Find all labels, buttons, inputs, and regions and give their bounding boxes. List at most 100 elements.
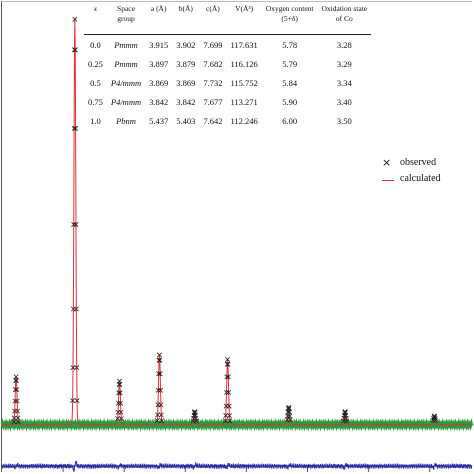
- observed-point: [223, 413, 229, 419]
- table-header-cell: V(Å³): [235, 4, 254, 13]
- table-cell: 7.682: [203, 58, 223, 69]
- observed-point: [158, 387, 164, 393]
- table-body: 0.0 Pmmm 3.915 3.902 7.699 117.631 5.78 3.28 0.2…: [84, 35, 371, 131]
- observed-point: [226, 389, 232, 395]
- table-cell: 5.78: [282, 39, 298, 50]
- observed-point: [156, 352, 162, 358]
- table-cell: P4/mmm: [110, 96, 142, 107]
- table-cell: 0.75: [88, 96, 103, 107]
- table-cell: 3.915: [149, 39, 169, 50]
- observed-point: [157, 357, 163, 363]
- table-cell: 3.28: [336, 39, 352, 50]
- table-cell: 117.631: [230, 39, 258, 50]
- table-cell: 116.126: [230, 58, 258, 69]
- observed-point: [118, 400, 124, 406]
- observed-point: [155, 412, 161, 418]
- table-header-cell: Space group: [117, 4, 135, 23]
- table-cell: 115.752: [230, 77, 258, 88]
- table-cell: 3.29: [336, 58, 352, 69]
- observed-point: [116, 390, 122, 396]
- calculated-line-icon: [382, 180, 394, 181]
- table-cell: 3.869: [149, 77, 169, 88]
- observed-point: [225, 356, 231, 362]
- observed-point: [13, 377, 19, 383]
- observed-point: [73, 125, 79, 131]
- observed-point: [11, 419, 17, 425]
- observed-point: [433, 417, 438, 423]
- table-row: 0.25 Pmmm 3.897 3.879 7.682 116.126 5.79 3.29: [84, 54, 371, 73]
- table-cell: 7.642: [203, 115, 223, 126]
- observed-point: [224, 361, 230, 367]
- table-cell: 5.84: [282, 77, 298, 88]
- table-cell: 0.25: [88, 58, 103, 69]
- observed-point: [157, 371, 163, 377]
- table-cell: 3.50: [336, 115, 352, 126]
- observed-point: [15, 419, 21, 425]
- table-cell: 3.842: [149, 96, 169, 107]
- observed-point: [286, 409, 292, 415]
- observed-point: [286, 404, 292, 410]
- table-cell: 5.403: [176, 115, 196, 126]
- table-row: 0.5 P4/mmm 3.869 3.869 7.732 115.752 5.84 3.34: [84, 73, 371, 92]
- observed-point: [225, 374, 231, 380]
- observed-point: [74, 365, 80, 371]
- observed-point: [117, 390, 123, 396]
- observed-point: [73, 306, 79, 312]
- observed-point: [344, 418, 350, 424]
- observed-point: [15, 408, 21, 414]
- legend-observed-label: observed: [400, 157, 437, 168]
- observed-point: [12, 398, 18, 404]
- observed-point: [71, 222, 77, 227]
- table-cell: Pmmm: [114, 39, 138, 50]
- observed-points: [11, 16, 438, 425]
- calculated-curve: [2, 19, 472, 426]
- observed-point: [70, 398, 76, 404]
- observed-point: [285, 406, 291, 412]
- observed-point: [15, 415, 21, 421]
- background-fit-band: [0, 417, 474, 432]
- observed-point: [115, 416, 121, 422]
- table-cell: 3.897: [149, 58, 169, 69]
- table-cell: 7.699: [203, 39, 223, 50]
- table-cell: Pmmm: [114, 58, 138, 69]
- table-cell: 6.00: [282, 115, 298, 126]
- table-header-cell: Oxidation state of Co: [321, 4, 368, 23]
- table-row: 0.0 Pmmm 3.915 3.902 7.699 117.631 5.78 3.28: [84, 35, 371, 55]
- table-cell: 3.902: [176, 39, 196, 50]
- observed-point: [285, 413, 291, 419]
- observed-point: [118, 409, 124, 415]
- observed-point: [193, 418, 199, 424]
- observed-point: [71, 125, 77, 131]
- observed-point: [154, 418, 160, 424]
- table-cell: 3.34: [336, 77, 352, 88]
- table-cell: 0.5: [90, 77, 101, 88]
- observed-point: [156, 357, 162, 363]
- observed-point: [159, 418, 165, 424]
- table-cell: 7.677: [203, 96, 223, 107]
- observed-point: [158, 412, 164, 418]
- observed-point: [12, 387, 18, 393]
- table-header-cell: c(Å): [206, 4, 220, 13]
- observed-point: [117, 381, 123, 387]
- table-cell: 3.842: [176, 96, 196, 107]
- observed-point: [118, 416, 124, 422]
- table-row: 1.0 Pbnm 5.437 5.403 7.642 112.246 6.00 3.50: [84, 111, 371, 130]
- table-cell: 0.0: [90, 39, 101, 50]
- observed-point: [71, 47, 77, 53]
- observed-point: [155, 387, 161, 393]
- observed-point: [11, 415, 17, 421]
- observed-point: [224, 374, 230, 380]
- table-cell: 112.246: [230, 115, 258, 126]
- observed-point: [72, 16, 78, 22]
- table-header-cell: x: [93, 4, 98, 13]
- observed-point: [191, 410, 197, 416]
- observed-point: [14, 398, 20, 404]
- observed-point: [222, 418, 228, 424]
- table-row: 0.75 P4/mmm 3.842 3.842 7.677 113.271 5.90 3.40: [84, 92, 371, 111]
- table-header-row: x Space group a (Å) b(Å) c(Å) V(Å³) Oxygen cont…: [84, 4, 372, 35]
- table-cell: 1.0: [90, 115, 101, 126]
- difference-curve: [1, 460, 473, 473]
